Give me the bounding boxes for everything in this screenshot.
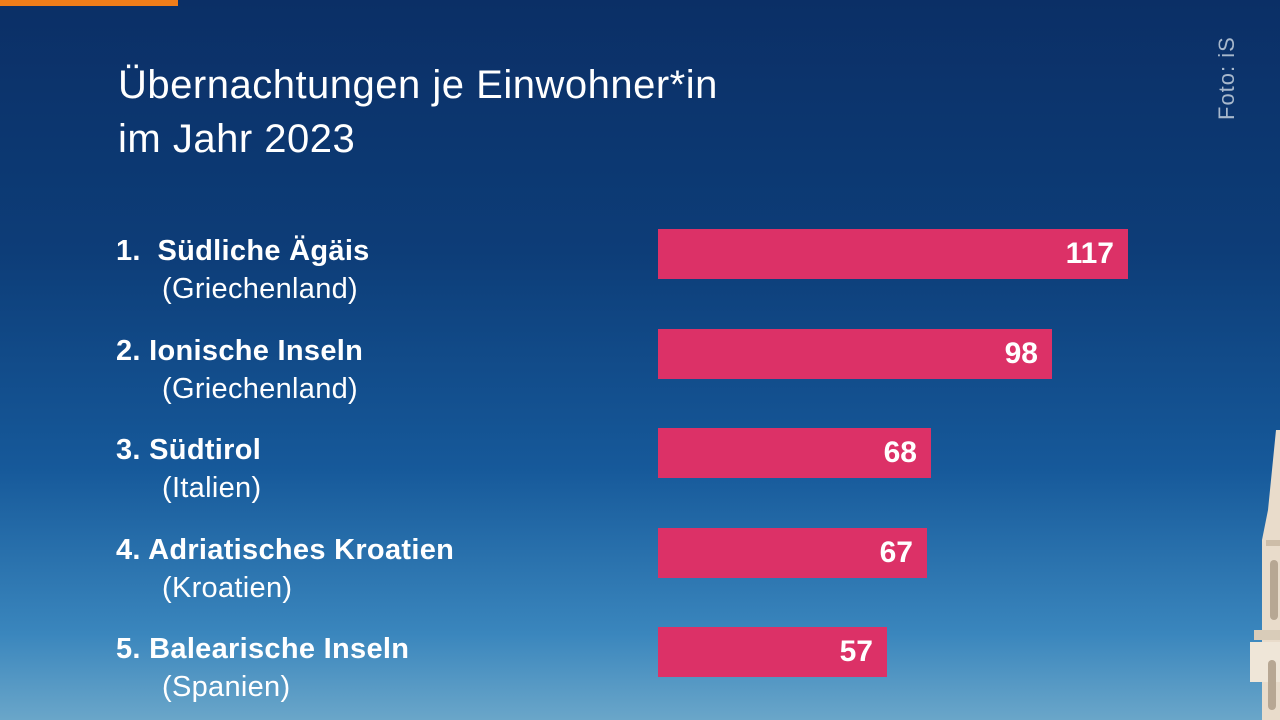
bar-value-label: 98 bbox=[1004, 336, 1038, 370]
bar-value-label: 68 bbox=[883, 436, 917, 469]
bar: 68 bbox=[658, 428, 931, 478]
bar-value-label: 57 bbox=[839, 635, 873, 668]
chart-row: 3. Südtirol (Italien) 68 bbox=[116, 428, 1216, 518]
row-country: (Spanien) bbox=[162, 671, 291, 703]
row-label: 2. Ionische Inseln bbox=[116, 334, 364, 367]
chart-row: 1. Südliche Ägäis (Griechenland) 117 bbox=[116, 229, 1216, 319]
row-label: 5. Balearische Inseln bbox=[116, 633, 410, 665]
row-country: (Griechenland) bbox=[162, 273, 359, 305]
chart-title-line-2: im Jahr 2023 bbox=[118, 117, 356, 161]
row-country: (Italien) bbox=[162, 472, 262, 504]
bar-value-label: 117 bbox=[1065, 237, 1114, 270]
accent-bar bbox=[0, 0, 178, 6]
bar: 57 bbox=[658, 627, 887, 677]
bar: 117 bbox=[658, 229, 1128, 279]
bar: 67 bbox=[658, 527, 927, 578]
row-label: 1. Südliche Ägäis bbox=[116, 235, 370, 267]
bar: 98 bbox=[658, 328, 1052, 379]
chart-row: 2. Ionische Inseln (Griechenland) 98 bbox=[116, 328, 1216, 419]
chart-row: 5. Balearische Inseln (Spanien) 57 bbox=[116, 627, 1216, 717]
row-country: (Kroatien) bbox=[162, 571, 293, 604]
chart-row: 4. Adriatisches Kroatien (Kroatien) 67 bbox=[116, 527, 1216, 618]
bar-value-label: 67 bbox=[879, 535, 913, 569]
row-country: (Griechenland) bbox=[162, 372, 359, 405]
row-label: 3. Südtirol bbox=[116, 434, 262, 466]
row-label: 4. Adriatisches Kroatien bbox=[116, 533, 455, 566]
chart-title: Übernachtungen je Einwohner*in im Jahr 2… bbox=[118, 58, 718, 166]
building-facade-image bbox=[1250, 430, 1280, 720]
chart-title-line-1: Übernachtungen je Einwohner*in bbox=[118, 63, 718, 107]
